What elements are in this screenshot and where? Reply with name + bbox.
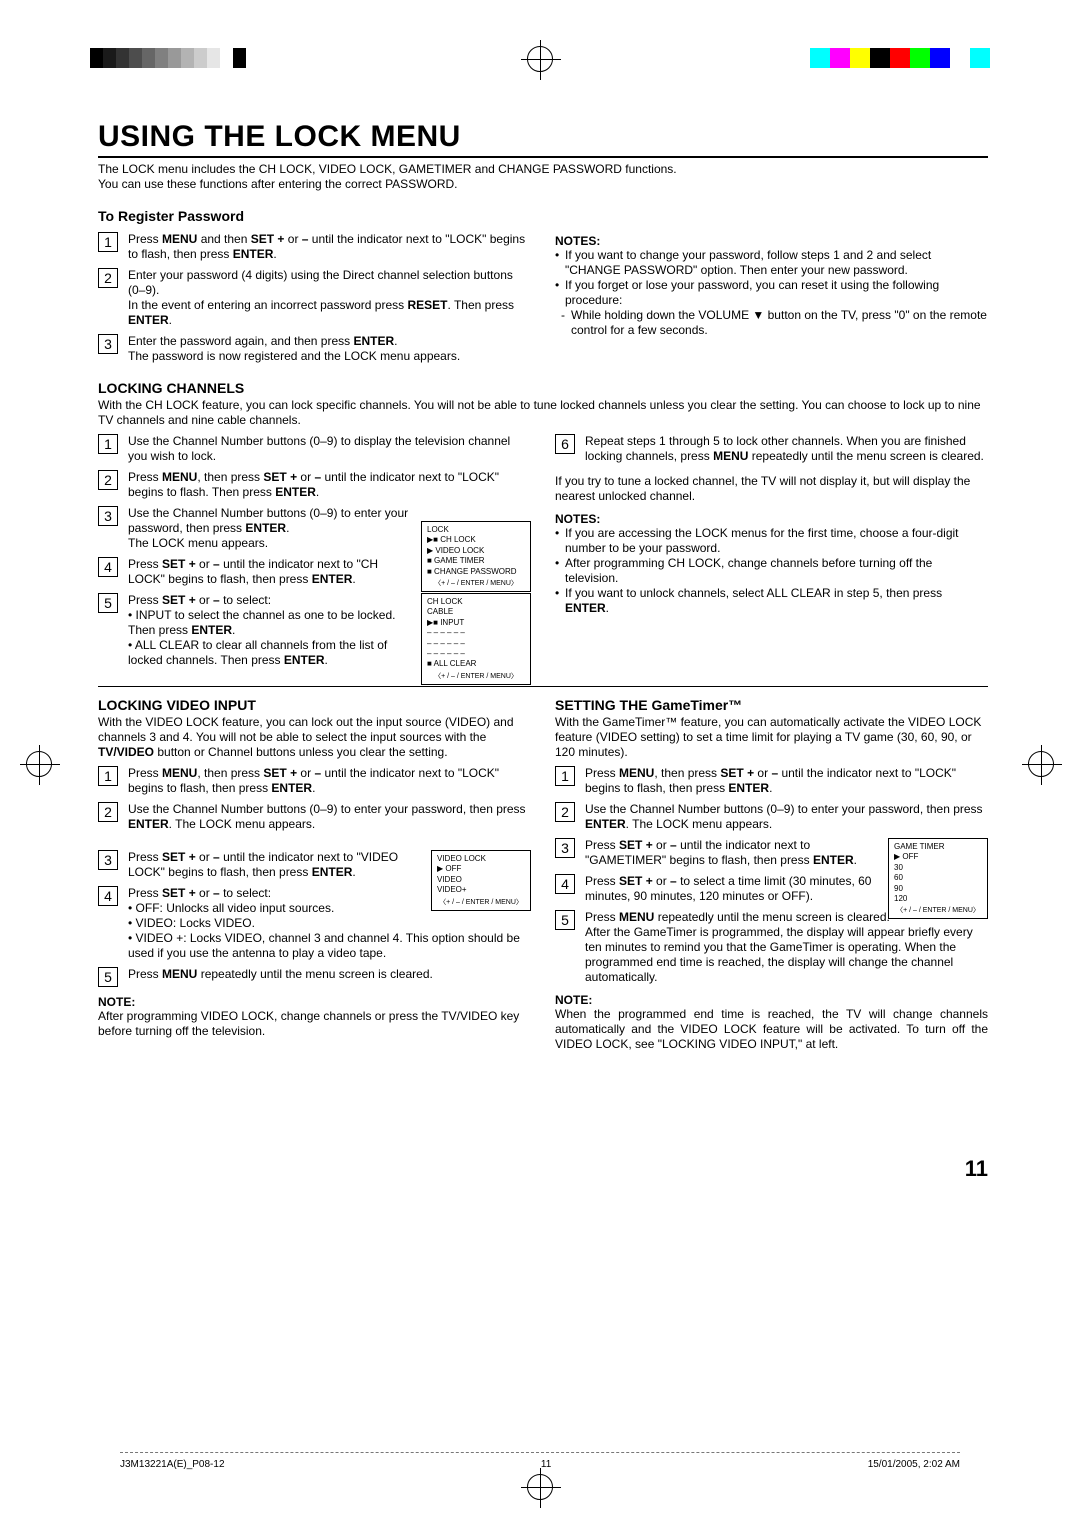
note-text: After programming VIDEO LOCK, change cha… xyxy=(98,1009,531,1039)
lock-menu-diagram: LOCK ▶■ CH LOCK ▶ VIDEO LOCK ■ GAME TIME… xyxy=(421,521,531,592)
step-number-icon: 5 xyxy=(98,967,118,987)
step-number-icon: 2 xyxy=(98,268,118,288)
step-3: 3 Press SET + or – until the indicator n… xyxy=(555,838,988,868)
note-heading: NOTE: xyxy=(555,993,988,1007)
step-number-icon: 2 xyxy=(98,802,118,822)
step-5: 5 Press MENU repeatedly until the menu s… xyxy=(555,910,988,985)
step-number-icon: 1 xyxy=(98,434,118,454)
section-locking-channels: LOCKING CHANNELS xyxy=(98,380,988,396)
step-5: 5 Press MENU repeatedly until the menu s… xyxy=(98,967,531,987)
chlock-menu-diagram: CH LOCK CABLE ▶■ INPUT – – – – – – – – –… xyxy=(421,593,531,685)
step-1: 1 Press MENU, then press SET + or – unti… xyxy=(555,766,988,796)
note-item: After programming CH LOCK, change channe… xyxy=(555,556,988,586)
step-number-icon: 1 xyxy=(98,232,118,252)
step-3: 3 Press SET + or – until the indicator n… xyxy=(98,850,531,880)
step-number-icon: 3 xyxy=(98,850,118,870)
section-intro: With the VIDEO LOCK feature, you can loc… xyxy=(98,715,531,760)
step-number-icon: 6 xyxy=(555,434,575,454)
step-1: 1 Press MENU and then SET + or – until t… xyxy=(98,232,531,262)
gametimer-menu-diagram: GAME TIMER ▶ OFF 30 60 90 120 〈+ / – / E… xyxy=(888,838,988,919)
section-locking-video: LOCKING VIDEO INPUT xyxy=(98,697,531,713)
step-number-icon: 4 xyxy=(98,886,118,906)
print-footer: J3M13221A(E)_P08-12 11 15/01/2005, 2:02 … xyxy=(120,1452,960,1470)
step-number-icon: 3 xyxy=(98,334,118,354)
step-number-icon: 2 xyxy=(555,802,575,822)
page-title: USING THE LOCK MENU xyxy=(98,120,988,154)
section-divider xyxy=(98,686,988,687)
note-item: If you are accessing the LOCK menus for … xyxy=(555,526,988,556)
step-number-icon: 2 xyxy=(98,470,118,490)
notes-heading: NOTES: xyxy=(555,512,988,526)
step-number-icon: 5 xyxy=(555,910,575,930)
note-text: When the programmed end time is reached,… xyxy=(555,1007,988,1052)
section-register-password: To Register Password xyxy=(98,208,988,224)
step-number-icon: 1 xyxy=(555,766,575,786)
footer-page: 11 xyxy=(541,1459,551,1470)
intro-text: The LOCK menu includes the CH LOCK, VIDE… xyxy=(98,162,988,192)
step-number-icon: 1 xyxy=(98,766,118,786)
registration-mark-icon xyxy=(527,1474,553,1500)
step-2: 2 Enter your password (4 digits) using t… xyxy=(98,268,531,328)
step-number-icon: 4 xyxy=(555,874,575,894)
step-number-icon: 5 xyxy=(98,593,118,613)
step-6: 6 Repeat steps 1 through 5 to lock other… xyxy=(555,434,988,464)
registration-mark-icon xyxy=(1028,751,1054,777)
page-content: USING THE LOCK MENU The LOCK menu includ… xyxy=(98,120,988,1052)
registration-mark-icon xyxy=(527,46,553,72)
step-number-icon: 3 xyxy=(98,506,118,526)
color-swatch xyxy=(810,48,990,68)
step-2: 2 Press MENU, then press SET + or – unti… xyxy=(98,470,531,500)
note-subitem: While holding down the VOLUME ▼ button o… xyxy=(555,308,988,338)
footer-filename: J3M13221A(E)_P08-12 xyxy=(120,1459,225,1470)
title-rule xyxy=(98,156,988,158)
step-number-icon: 4 xyxy=(98,557,118,577)
step-5: 5 Press SET + or – to select:• INPUT to … xyxy=(98,593,531,668)
info-text: If you try to tune a locked channel, the… xyxy=(555,474,988,504)
step-3: 3 Enter the password again, and then pre… xyxy=(98,334,531,364)
section-intro: With the CH LOCK feature, you can lock s… xyxy=(98,398,988,428)
videolock-menu-diagram: VIDEO LOCK ▶ OFF VIDEO VIDEO+ 〈+ / – / E… xyxy=(431,850,531,911)
footer-timestamp: 15/01/2005, 2:02 AM xyxy=(868,1459,960,1470)
step-number-icon: 3 xyxy=(555,838,575,858)
grayscale-swatch xyxy=(90,48,246,68)
step-1: 1 Press MENU, then press SET + or – unti… xyxy=(98,766,531,796)
section-gametimer: SETTING THE GameTimer™ xyxy=(555,697,988,713)
step-4: 4 Press SET + or – until the indicator n… xyxy=(98,557,531,587)
step-1: 1 Use the Channel Number buttons (0–9) t… xyxy=(98,434,531,464)
note-item: If you want to unlock channels, select A… xyxy=(555,586,988,616)
note-item: If you forget or lose your password, you… xyxy=(555,278,988,308)
step-2: 2 Use the Channel Number buttons (0–9) t… xyxy=(555,802,988,832)
registration-mark-icon xyxy=(26,751,52,777)
section-intro: With the GameTimer™ feature, you can aut… xyxy=(555,715,988,760)
note-heading: NOTE: xyxy=(98,995,531,1009)
note-item: If you want to change your password, fol… xyxy=(555,248,988,278)
step-2: 2 Use the Channel Number buttons (0–9) t… xyxy=(98,802,531,832)
page-number: 11 xyxy=(965,1156,988,1182)
notes-heading: NOTES: xyxy=(555,234,988,248)
